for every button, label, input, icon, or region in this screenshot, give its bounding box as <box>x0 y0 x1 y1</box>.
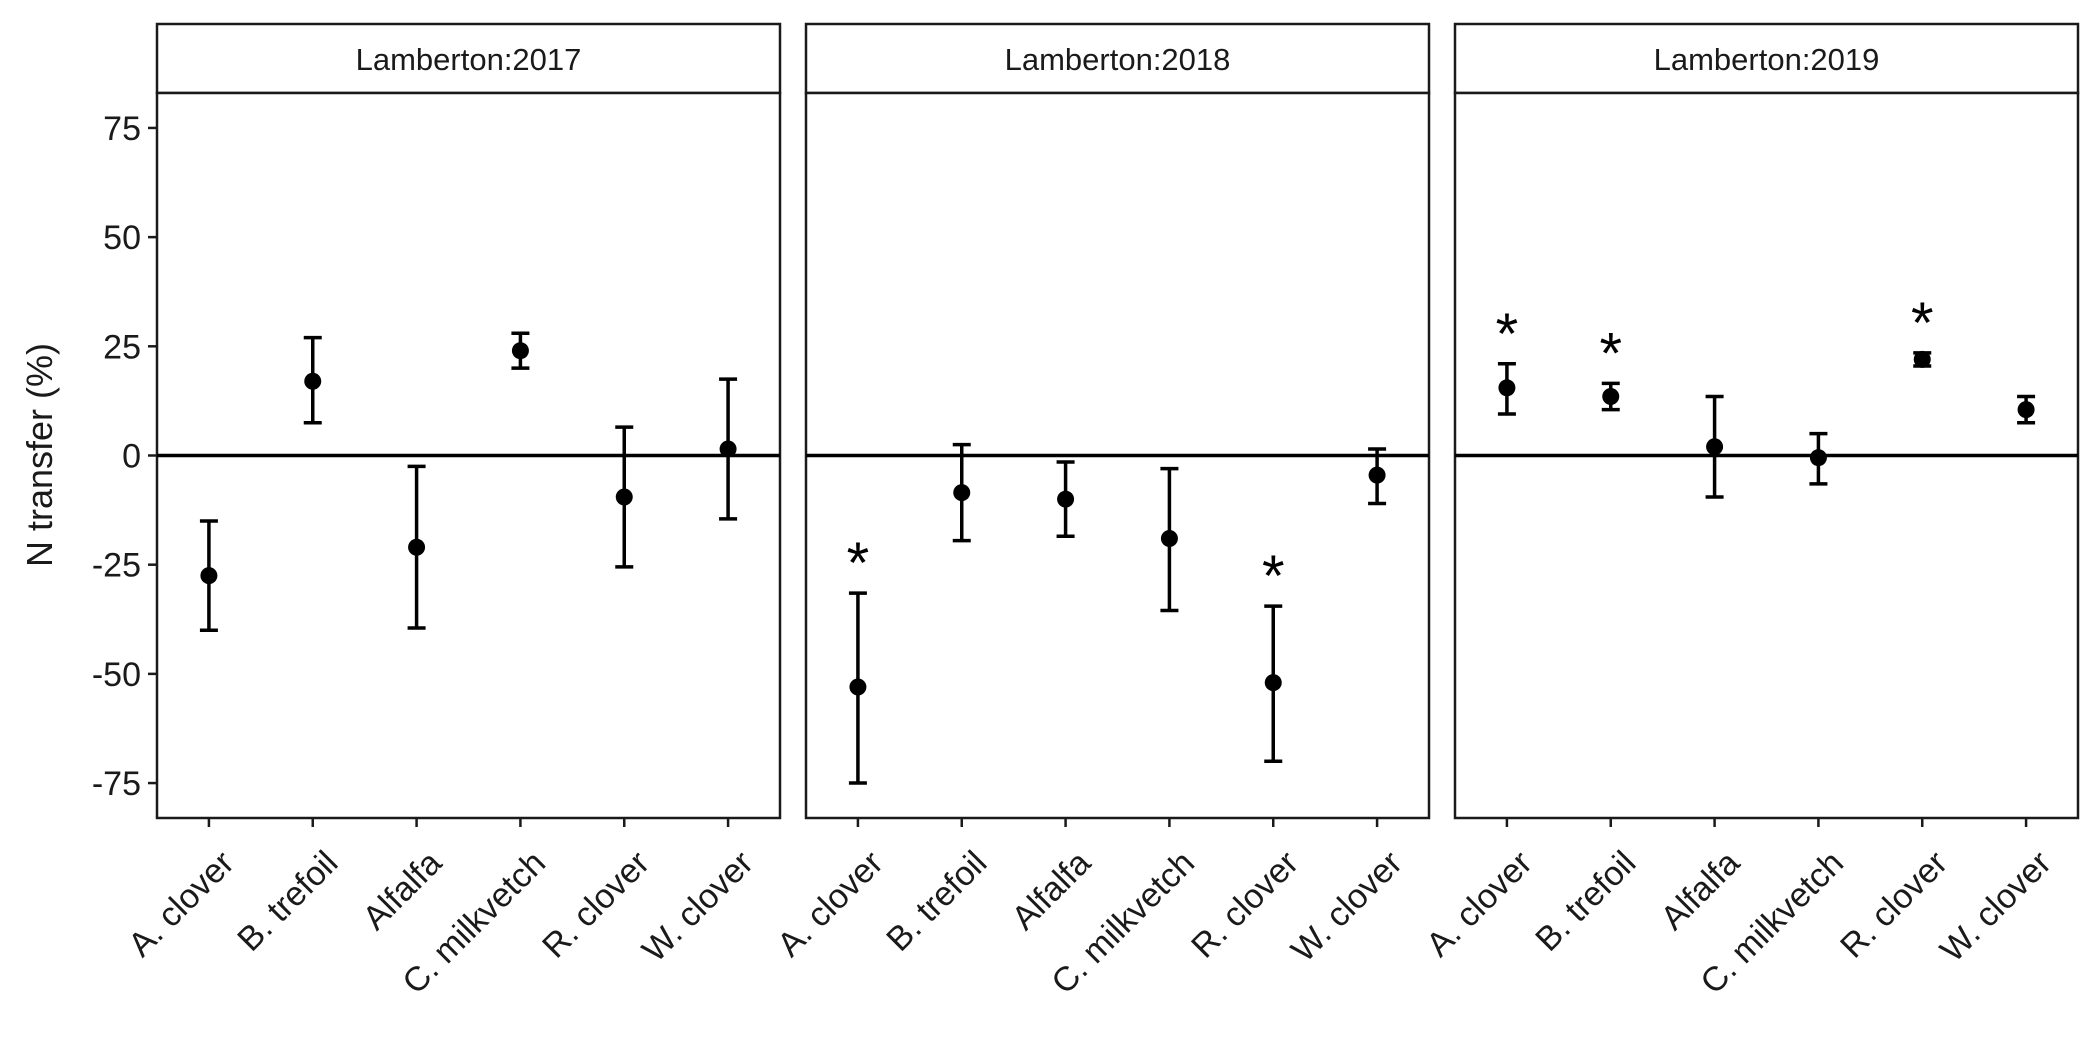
y-tick-label: 0 <box>122 438 141 476</box>
facet-strip <box>804 22 1431 95</box>
mean-point <box>1057 490 1075 508</box>
y-tick-label: 25 <box>103 328 141 366</box>
significance-marker: * <box>1911 291 1934 356</box>
x-tick-label: B. trefoil <box>1528 844 1643 959</box>
x-tick-label: B. trefoil <box>879 844 994 959</box>
x-tick-label: B. trefoil <box>230 844 345 959</box>
mean-point <box>200 567 218 585</box>
y-axis-title: N transfer (%) <box>19 343 60 567</box>
mean-point <box>1498 379 1516 397</box>
x-tick-label: W. clover <box>635 844 761 970</box>
significance-marker: * <box>847 531 870 596</box>
mean-point <box>408 538 426 556</box>
mean-point <box>1264 674 1282 692</box>
x-tick-label: A. clover <box>770 844 890 964</box>
mean-point <box>1602 388 1620 406</box>
x-tick-label: Alfalfa <box>1005 844 1099 938</box>
mean-point <box>1706 438 1724 456</box>
significance-marker: * <box>1262 544 1285 609</box>
mean-point <box>1368 466 1386 484</box>
x-tick-label: Alfalfa <box>356 844 450 938</box>
y-tick-label: 50 <box>103 219 141 257</box>
significance-marker: * <box>1599 321 1622 386</box>
facet-strip <box>1453 22 2080 95</box>
y-tick-label: -75 <box>92 765 141 803</box>
mean-point <box>1809 449 1827 467</box>
facet-title: Lamberton:2018 <box>1005 42 1231 77</box>
mean-point <box>953 484 971 502</box>
y-tick-label: -25 <box>92 547 141 585</box>
mean-point <box>849 678 867 696</box>
facet-title: Lamberton:2019 <box>1654 42 1880 77</box>
x-tick-label: A. clover <box>1419 844 1539 964</box>
y-tick-label: -50 <box>92 656 141 694</box>
x-tick-label: Alfalfa <box>1654 844 1748 938</box>
x-tick-label: W. clover <box>1933 844 2059 970</box>
mean-point <box>615 488 633 506</box>
x-tick-label: A. clover <box>121 844 241 964</box>
mean-point <box>2017 401 2035 419</box>
mean-point <box>719 440 737 458</box>
mean-point <box>304 372 322 390</box>
mean-point <box>511 342 529 360</box>
significance-marker: * <box>1496 302 1519 367</box>
x-tick-label: W. clover <box>1284 844 1410 970</box>
y-tick-label: 75 <box>103 110 141 148</box>
mean-point <box>1160 529 1178 547</box>
facet-title: Lamberton:2017 <box>356 42 582 77</box>
mean-point <box>1913 350 1931 368</box>
